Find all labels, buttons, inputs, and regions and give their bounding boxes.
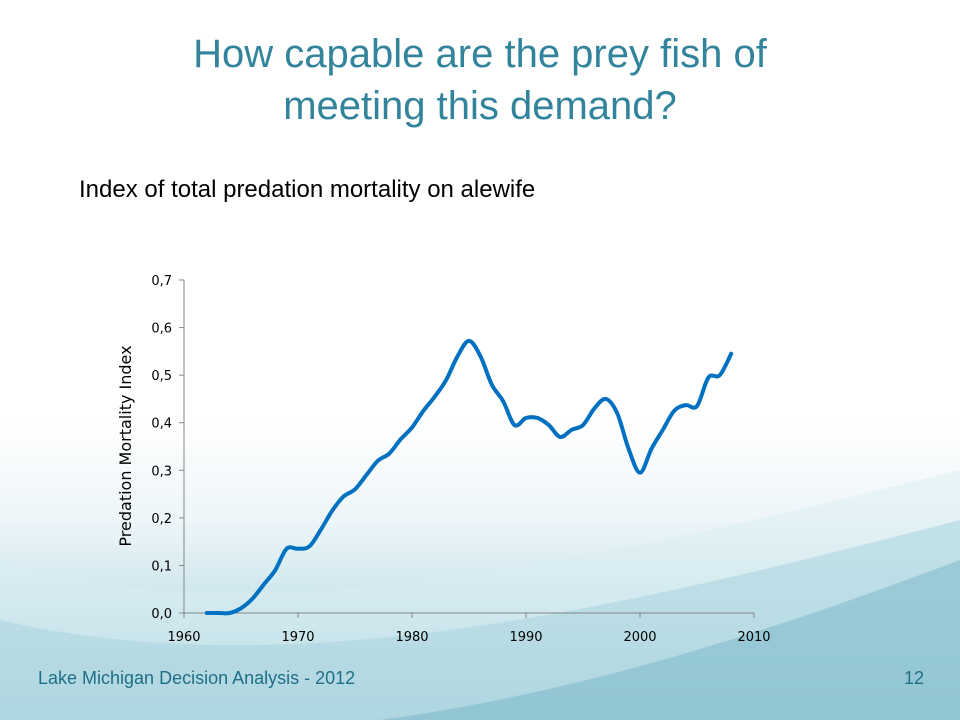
y-axis-label: Predation Mortality Index (116, 345, 135, 546)
series-group (204, 338, 734, 616)
y-tick-label: 0,0 (151, 607, 172, 622)
page-number: 12 (903, 668, 924, 688)
y-tick-label: 0,6 (151, 322, 172, 337)
title-line-2: meeting this demand? (283, 84, 677, 128)
y-tick-label: 0,2 (151, 512, 172, 527)
chart-subtitle: Index of total predation mortality on al… (79, 176, 536, 203)
footer-text: Lake Michigan Decision Analysis - 2012 (38, 668, 356, 688)
x-tick-label: 1970 (281, 630, 314, 645)
title-line-1: How capable are the prey fish of (193, 32, 767, 76)
y-tick-label: 0,1 (151, 559, 172, 574)
y-tick-label: 0,5 (151, 369, 172, 384)
x-tick-label: 1980 (395, 630, 428, 645)
y-tick-label: 0,4 (151, 417, 172, 432)
y-tick-label: 0,7 (151, 274, 172, 289)
x-tick-label: 1990 (509, 630, 542, 645)
y-tick-label: 0,3 (151, 464, 172, 479)
y-axis: 0,0 0,1 0,2 0,3 0,4 0,5 0,6 0,7 (151, 274, 185, 622)
x-tick-label: 2000 (623, 630, 656, 645)
x-tick-label: 2010 (737, 630, 770, 645)
slide-title: How capable are the prey fish of meeting… (60, 28, 900, 132)
series-line (204, 338, 734, 616)
x-tick-label: 1960 (167, 630, 200, 645)
x-axis: 1960 1970 1980 1990 2000 2010 (167, 612, 771, 645)
